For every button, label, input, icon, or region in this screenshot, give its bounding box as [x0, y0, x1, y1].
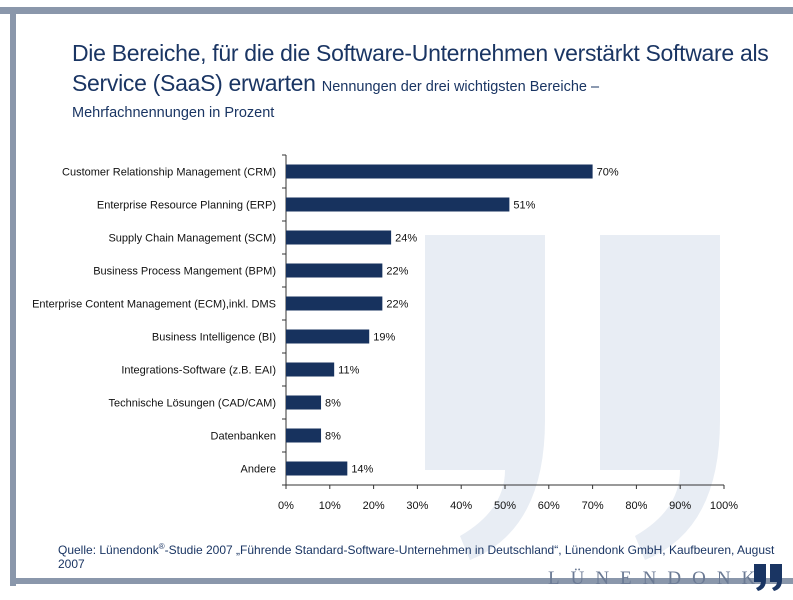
value-label: 70%: [597, 167, 619, 179]
bar: [286, 428, 322, 443]
category-label: Business Intelligence (BI): [152, 332, 276, 344]
value-label: 19%: [373, 332, 395, 344]
x-tick-label: 60%: [538, 500, 560, 512]
frame-top-border: [0, 7, 793, 14]
registered-mark: ®: [158, 542, 165, 551]
bar: [286, 197, 510, 212]
bar: [286, 164, 593, 179]
logo-text: LÜNENDONK: [548, 568, 767, 589]
bar: [286, 263, 383, 278]
category-label: Enterprise Content Management (ECM),inkl…: [32, 299, 276, 311]
x-tick-label: 100%: [710, 500, 738, 512]
value-label: 22%: [386, 299, 408, 311]
category-label: Integrations-Software (z.B. EAI): [121, 365, 276, 377]
category-label: Customer Relationship Management (CRM): [62, 167, 276, 179]
value-label: 8%: [325, 431, 341, 443]
category-label: Enterprise Resource Planning (ERP): [97, 200, 276, 212]
value-label: 51%: [513, 200, 535, 212]
bar: [286, 230, 392, 245]
x-tick-label: 50%: [494, 500, 516, 512]
frame-bottom-border: [10, 578, 793, 584]
x-tick-label: 80%: [625, 500, 647, 512]
x-tick-label: 20%: [363, 500, 385, 512]
frame-left-border: [10, 14, 16, 586]
value-label: 24%: [395, 233, 417, 245]
luenendonk-logo: LÜNENDONK: [548, 562, 788, 592]
source-note: Quelle: Lünendonk®-Studie 2007 „Führende…: [58, 542, 793, 571]
title-main: Die Bereiche, für die die Software-Unter…: [72, 40, 769, 96]
bar: [286, 461, 348, 476]
source-rest: -Studie 2007 „Führende Standard-Software…: [58, 543, 775, 571]
category-label: Datenbanken: [211, 431, 276, 443]
bar: [286, 296, 383, 311]
category-label: Business Process Mangement (BPM): [93, 266, 276, 278]
x-tick-label: 70%: [582, 500, 604, 512]
page-title: Die Bereiche, für die die Software-Unter…: [72, 38, 772, 124]
bar: [286, 395, 322, 410]
x-tick-label: 90%: [669, 500, 691, 512]
category-label: Technische Lösungen (CAD/CAM): [108, 398, 276, 410]
x-tick-label: 10%: [319, 500, 341, 512]
value-label: 8%: [325, 398, 341, 410]
x-tick-label: 0%: [278, 500, 294, 512]
category-label: Supply Chain Management (SCM): [108, 233, 276, 245]
title-subtitle-2: Mehrfachnennungen in Prozent: [72, 105, 275, 121]
title-subtitle-1: Nennungen der drei wichtigsten Bereiche …: [321, 79, 600, 95]
x-tick-label: 30%: [406, 500, 428, 512]
bar: [286, 329, 370, 344]
source-prefix: Quelle: Lünendonk: [58, 543, 159, 557]
bar: [286, 362, 335, 377]
value-label: 11%: [338, 365, 359, 377]
x-tick-label: 40%: [450, 500, 472, 512]
logo-quote-icon: [754, 564, 782, 591]
value-label: 22%: [386, 266, 408, 278]
category-label: Andere: [241, 464, 276, 476]
value-label: 14%: [351, 464, 373, 476]
